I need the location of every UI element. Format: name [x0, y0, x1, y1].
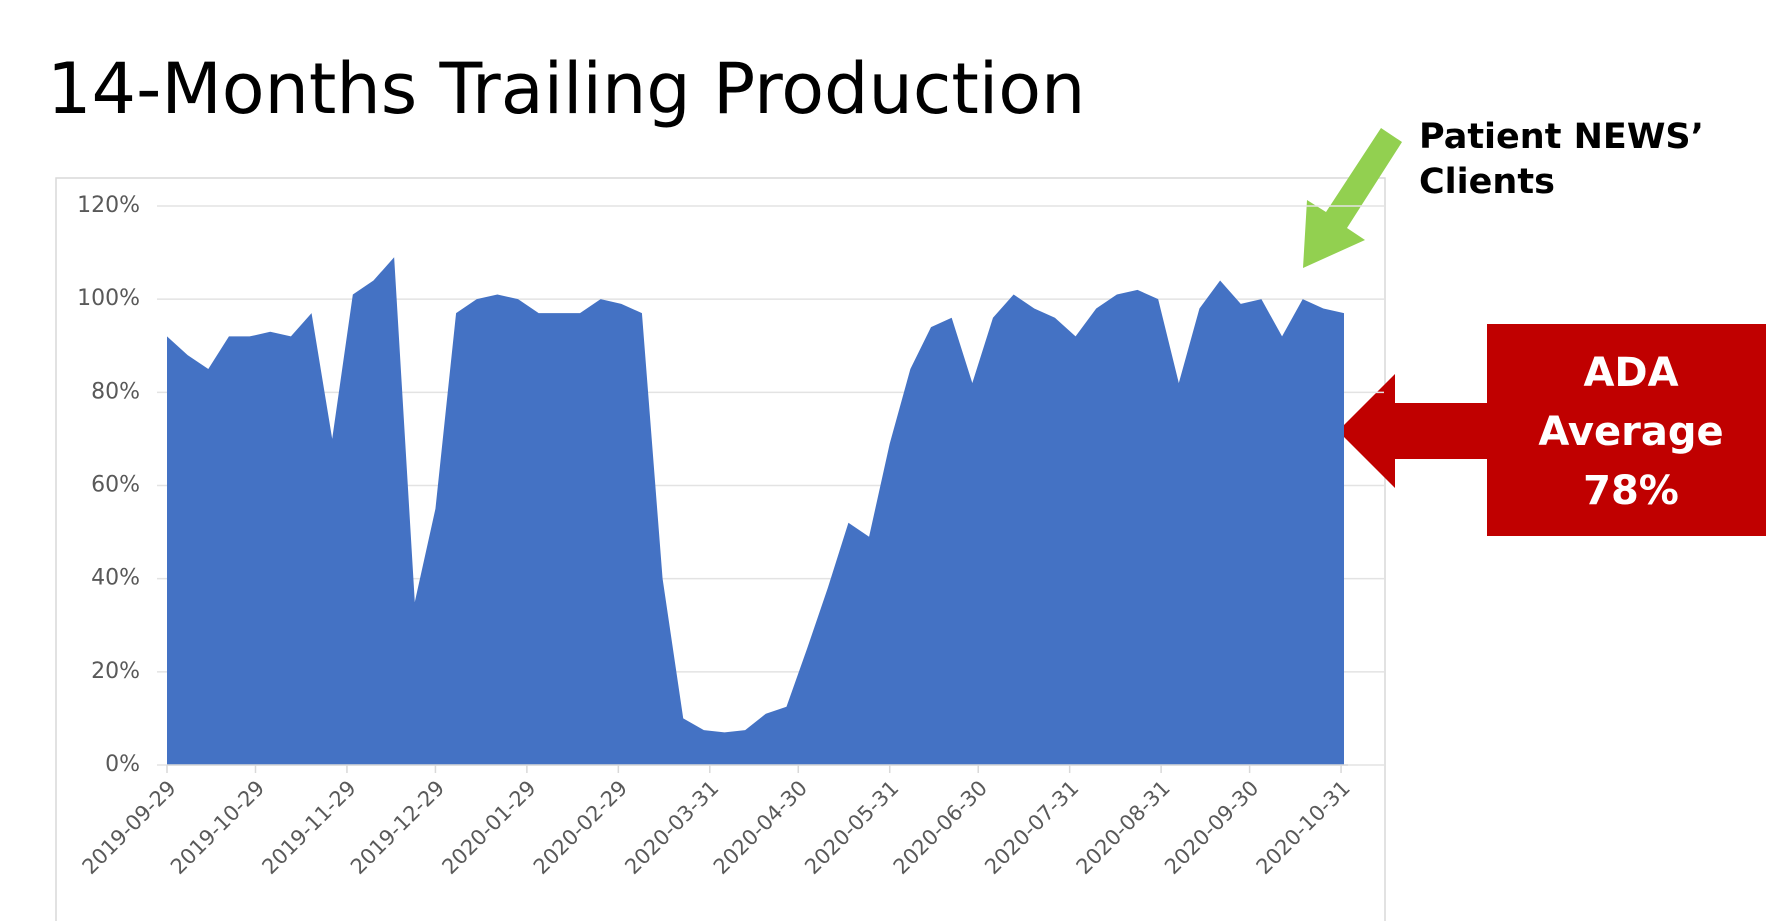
ada-box: [1487, 324, 1766, 536]
y-tick-label: 80%: [91, 379, 140, 404]
annotation-line: Clients: [1419, 162, 1555, 202]
annotation-line: Average: [1538, 409, 1723, 455]
chart-title: 14-Months Trailing Production: [47, 48, 1085, 130]
y-tick-label: 0%: [105, 752, 140, 777]
annotation-line: 78%: [1583, 468, 1679, 514]
y-tick-label: 120%: [77, 193, 140, 218]
y-tick-label: 100%: [77, 286, 140, 311]
annotation-line: Patient NEWS’: [1419, 117, 1704, 157]
green-arrow: [1303, 128, 1402, 268]
red-arrow: [1338, 374, 1490, 488]
y-tick-label: 60%: [91, 473, 140, 498]
annotation-line: ADA: [1583, 350, 1678, 396]
area: [167, 257, 1344, 765]
y-tick-label: 20%: [91, 659, 140, 684]
y-tick-label: 40%: [91, 566, 140, 591]
